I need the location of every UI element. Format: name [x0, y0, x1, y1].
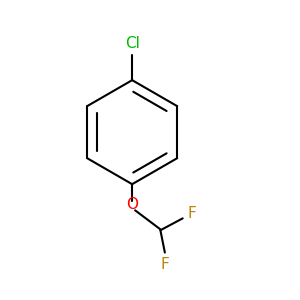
Text: O: O	[126, 197, 138, 212]
Text: F: F	[187, 206, 196, 221]
Text: Cl: Cl	[125, 36, 140, 51]
Text: F: F	[160, 257, 169, 272]
